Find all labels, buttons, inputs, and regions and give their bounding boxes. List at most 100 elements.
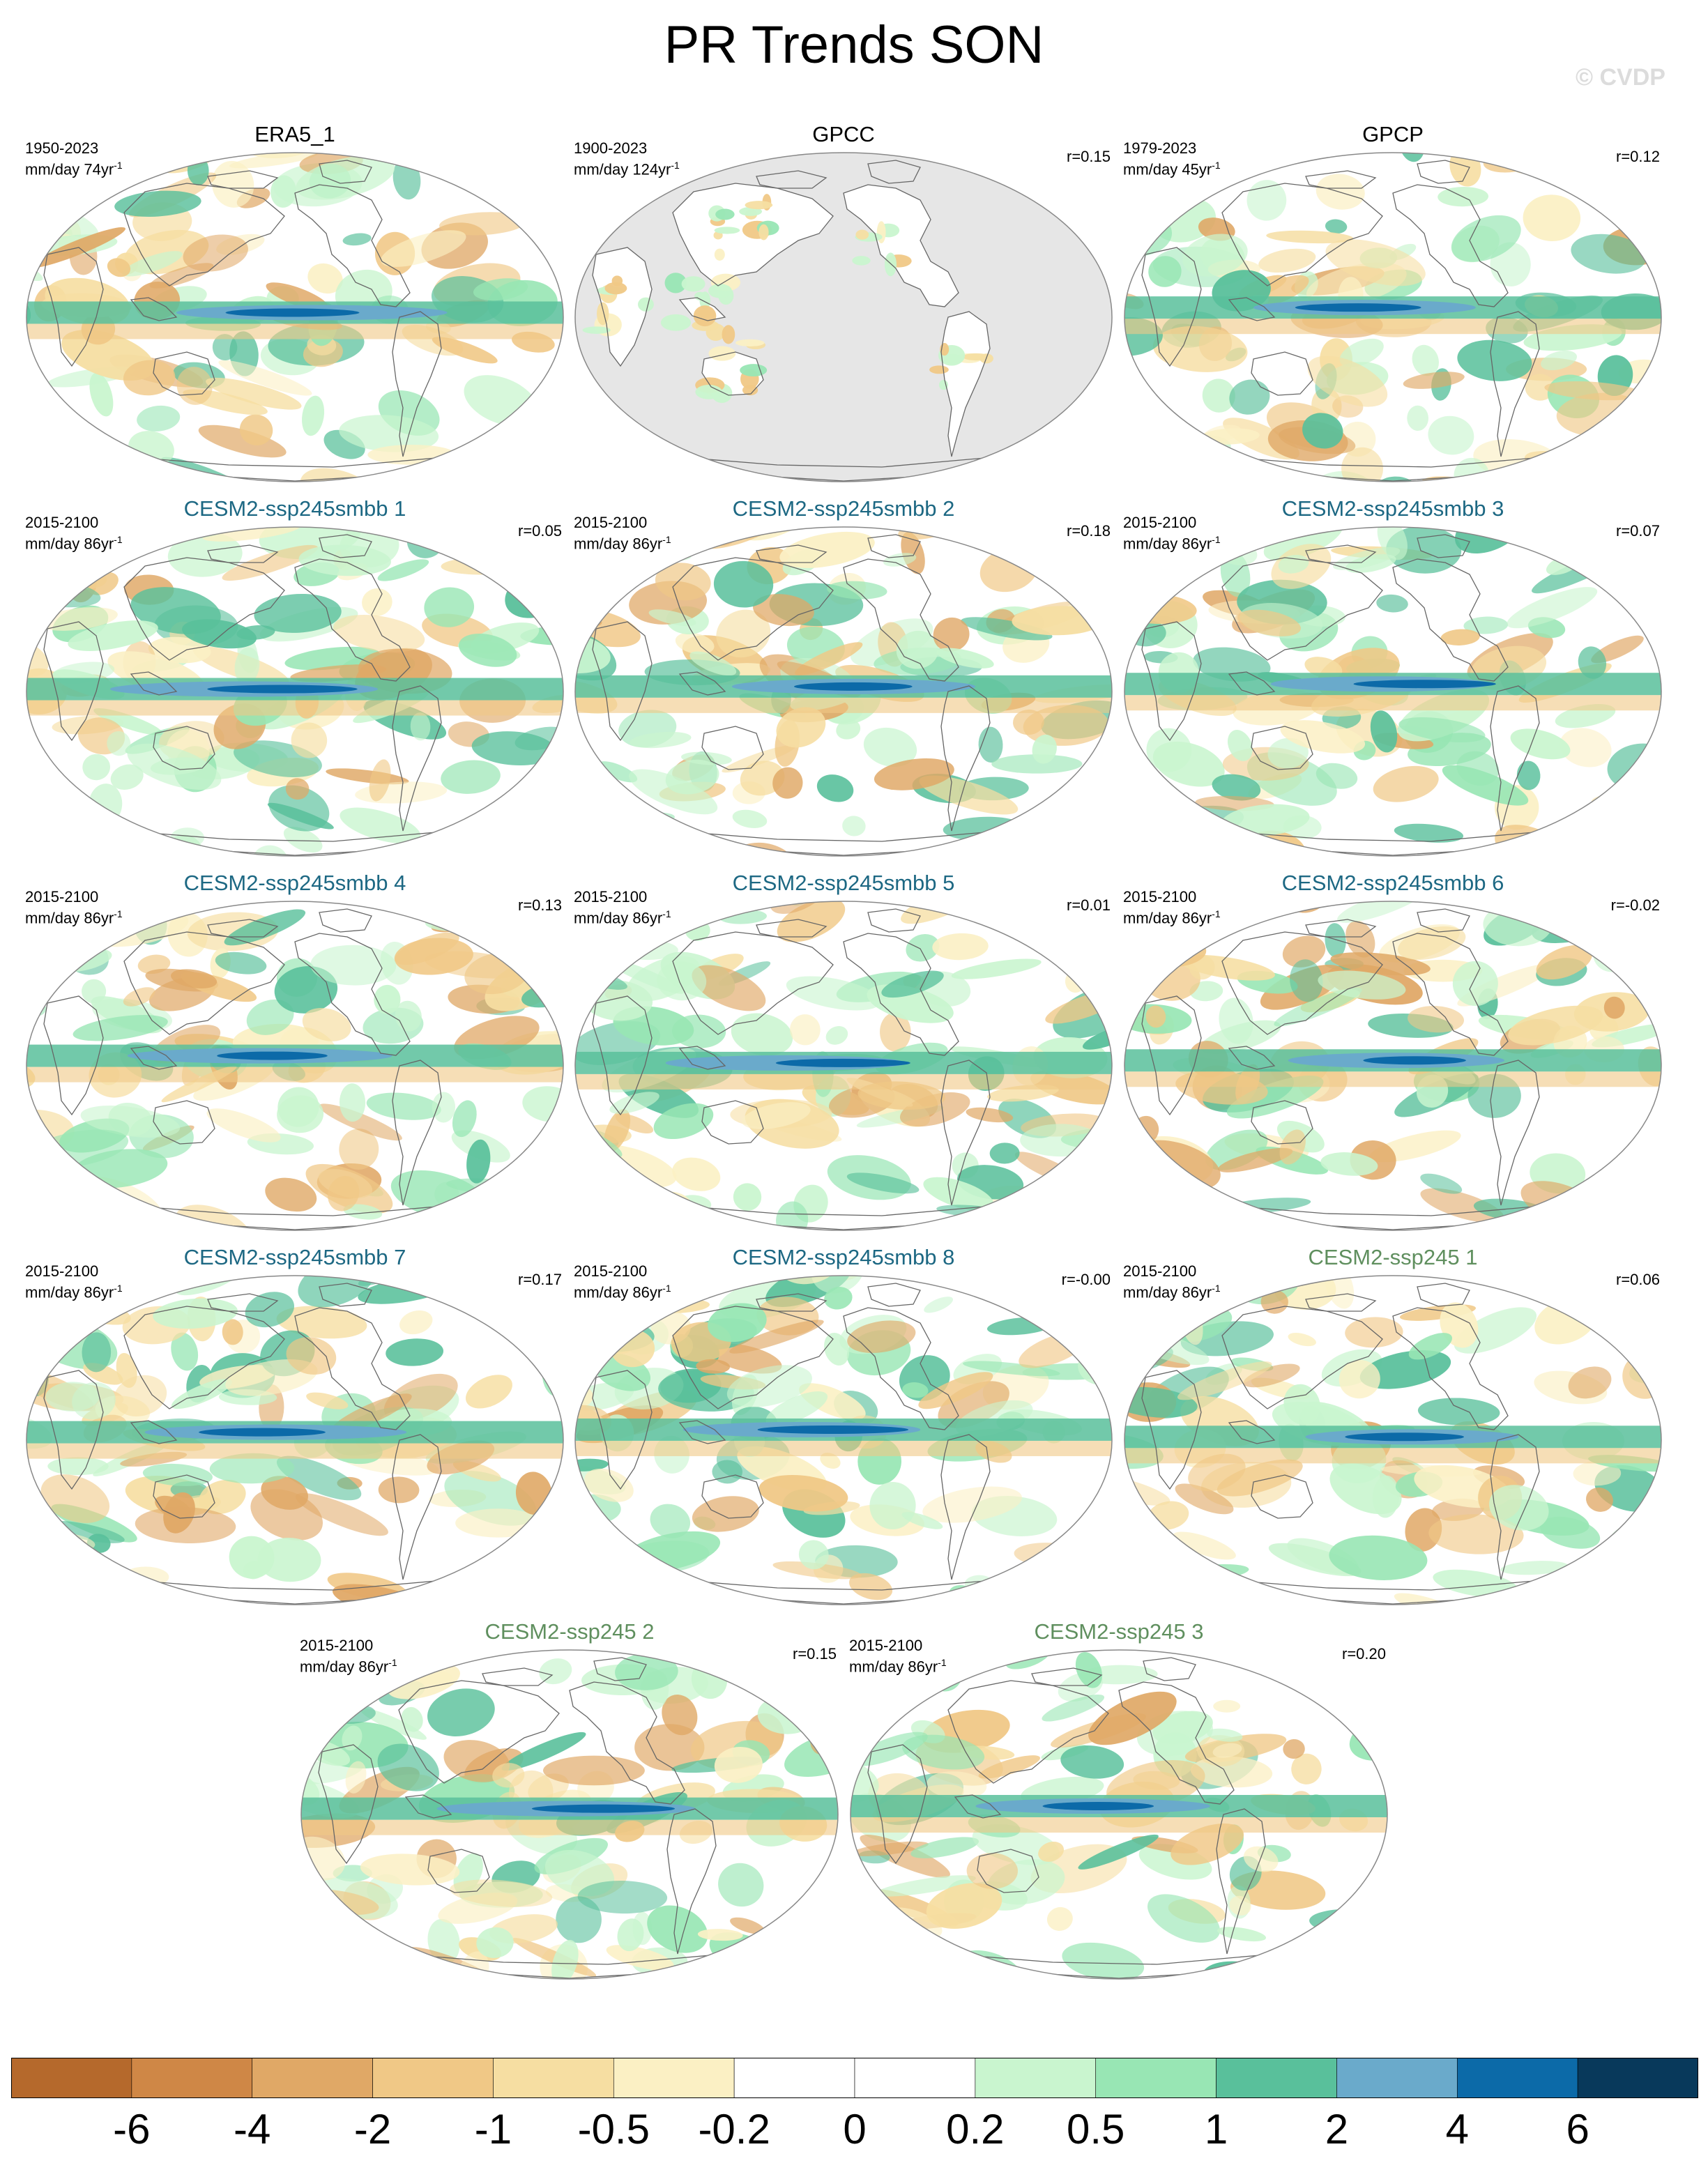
panel-title: GPCP [1362,122,1424,146]
panel-period: 2015-2100 [25,1262,99,1280]
panel-title: CESM2-ssp245 3 [1034,1619,1204,1644]
panel-correlation: r=0.15 [793,1645,837,1663]
panel-correlation: r=-0.02 [1610,896,1660,914]
colorbar-tick-label: 1 [1204,2106,1228,2153]
panel-period: 2015-2100 [849,1637,923,1654]
panel-period: 1950-2023 [25,139,99,157]
panel-units: mm/day 86yr-1 [574,908,671,927]
panel-correlation: r=0.01 [1067,896,1111,914]
colorbar-tick-label: 0.5 [1066,2106,1125,2153]
world-map [1124,152,1662,482]
coastline-7 [482,1667,554,1686]
panel-units: mm/day 86yr-1 [25,534,123,553]
coastline-2 [123,183,285,286]
panel-title: CESM2-ssp245 2 [485,1619,655,1644]
coastline-6 [319,908,372,933]
colorbar-box [493,2058,614,2098]
coastline-1 [940,1060,991,1206]
panel-title: CESM2-ssp245smbb 2 [732,496,955,521]
coastline-6 [1143,1657,1196,1681]
coastline-3 [867,1744,928,1865]
panel-correlation: r=0.06 [1616,1271,1660,1288]
coastline-2 [1221,1306,1383,1409]
coastline-5 [954,1794,1002,1819]
coastline-2 [947,1680,1109,1784]
coastline-5 [678,1046,726,1070]
panel-period: 2015-2100 [574,1262,648,1280]
coastline-7 [207,170,279,189]
panel-title: CESM2-ssp245smbb 3 [1281,496,1504,521]
coastline-7 [1305,544,1377,563]
coastline-4 [701,1474,764,1519]
coastline-6 [1417,908,1470,933]
panel-period: 2015-2100 [300,1637,374,1654]
coastline-0 [843,558,959,682]
coastline-2 [672,557,834,661]
panel-units: mm/day 86yr-1 [1123,1283,1221,1301]
coastline-4 [977,1849,1039,1893]
panel-period: 2015-2100 [1123,514,1197,531]
panel-units: mm/day 86yr-1 [1123,908,1221,927]
panel-period: 2015-2100 [25,888,99,905]
colorbar-box [975,2058,1097,2098]
coastline-6 [867,1283,921,1307]
coastline-5 [1228,1420,1276,1444]
colorbar-box [854,2058,976,2098]
coastline-3 [1141,1370,1202,1490]
map-panel: CESM2-ssp245 3 2015-2100 mm/day 86yr-1 r=0.… [844,1619,1394,1982]
map-panel: CESM2-ssp245smbb 8 2015-2100 mm/day 86yr-1… [568,1245,1119,1607]
colorbar-tick-label: 4 [1445,2106,1469,2153]
coastline-4 [701,726,764,770]
world-map [300,1649,839,1980]
coastline-3 [1141,621,1202,742]
coastline-3 [318,1744,379,1865]
colorbar-box [252,2058,373,2098]
colorbar-box [733,2058,855,2098]
panel-units: mm/day 45yr-1 [1123,160,1221,178]
map-panel: CESM2-ssp245 2 2015-2100 mm/day 86yr-1 r=0.… [294,1619,845,1982]
coastline-3 [592,247,653,367]
coastline-4 [701,1100,764,1145]
colorbar-tick-label: 0 [843,2106,867,2153]
colorbar-tick-label: -0.5 [577,2106,650,2153]
world-map [1124,901,1662,1231]
panel-correlation: r=0.05 [518,522,562,540]
coastline-7 [207,1293,279,1312]
panel-correlation: r=0.12 [1616,148,1660,165]
coastline-7 [756,1293,828,1312]
panel-title: ERA5_1 [254,122,335,146]
coastline-7 [207,919,279,938]
colorbar-tick-label: -1 [474,2106,512,2153]
coastline-5 [130,671,178,696]
coastline-0 [1392,558,1509,682]
panel-period: 1900-2023 [574,139,648,157]
coastline-0 [843,933,959,1056]
coastline-1 [666,1808,717,1955]
panel-correlation: r=0.13 [518,896,562,914]
coastline-2 [1221,183,1383,286]
coastline-3 [592,995,653,1116]
colorbar-tick-label: -6 [113,2106,151,2153]
coastline-3 [592,621,653,742]
map-panel: GPCC 1900-2023 mm/day 124yr-1 r=0.15 [568,122,1119,484]
colorbar-box [131,2058,253,2098]
colorbar-tick-label: 6 [1566,2106,1589,2153]
coastline-0 [843,184,959,307]
colorbar-box [1095,2058,1217,2098]
world-map [574,1275,1113,1605]
colorbar-box [1216,2058,1337,2098]
coastline-0 [294,558,411,682]
coastline-5 [1228,671,1276,696]
coastline-6 [1417,160,1470,184]
coastline-1 [1490,311,1540,457]
coastline-2 [123,931,285,1035]
coastline-5 [130,1046,178,1070]
coastline-7 [1305,170,1377,189]
coastline-6 [319,534,372,558]
coastline-2 [672,931,834,1035]
panel-units: mm/day 86yr-1 [1123,534,1221,553]
panel-units: mm/day 86yr-1 [574,1283,671,1301]
coastline-7 [1305,919,1377,938]
coastline-1 [940,311,991,457]
panel-correlation: r=0.15 [1067,148,1111,165]
